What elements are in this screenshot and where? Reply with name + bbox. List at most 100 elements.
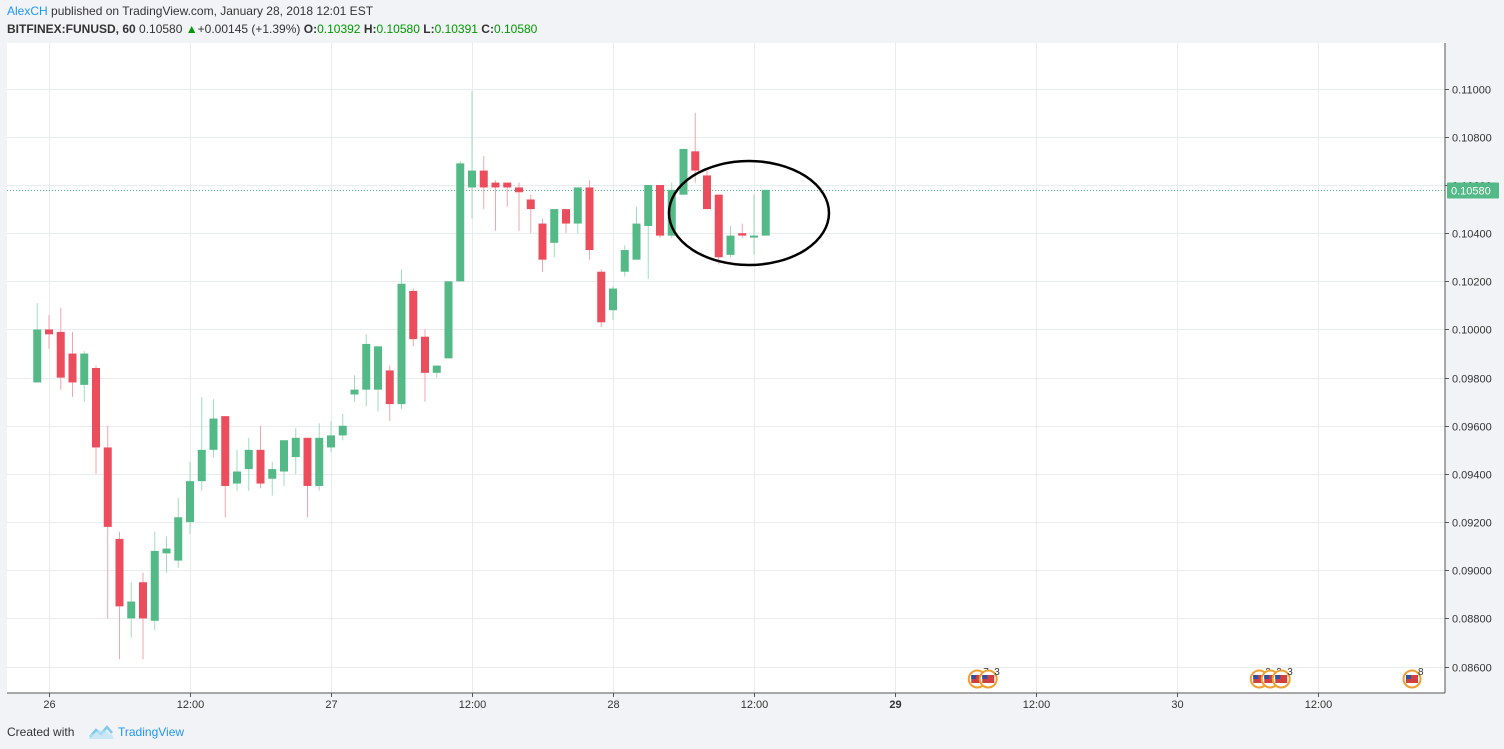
- time-axis[interactable]: 26 12:00 27 12:00 28 12:00 29 12:00 30 12:00: [43, 693, 1332, 711]
- candles: [33, 91, 770, 660]
- tradingview-cloud-icon: [89, 725, 114, 739]
- price-tick-label: 0.10000: [1452, 325, 1492, 337]
- candle-up: [33, 303, 42, 383]
- time-tick-label: 30: [1171, 699, 1183, 711]
- flag-canton: [1406, 675, 1411, 679]
- candle-down: [409, 288, 418, 347]
- candle-up: [374, 346, 382, 412]
- candle-body: [526, 199, 535, 210]
- economic-events: 732338: [967, 667, 1424, 689]
- close-label: C:: [481, 22, 494, 36]
- candle-body: [385, 370, 394, 405]
- candle-down: [562, 209, 570, 234]
- time-tick-label: 26: [43, 699, 55, 711]
- candle-down: [56, 307, 65, 390]
- price-tick-label: 0.09800: [1452, 374, 1492, 386]
- grid-lines: [7, 43, 1445, 693]
- candle-body: [573, 187, 582, 224]
- up-arrow-icon: ▲: [185, 22, 198, 36]
- candle-up: [609, 286, 617, 320]
- tradingview-brand[interactable]: TradingView: [118, 725, 185, 739]
- time-tick-label: 28: [607, 699, 619, 711]
- candle-up: [444, 281, 453, 359]
- candle-body: [432, 365, 441, 373]
- candle-down: [503, 182, 512, 207]
- symbol-name[interactable]: BITFINEX:FUNUSD, 60: [7, 22, 136, 36]
- candle-down: [526, 194, 535, 234]
- candle-body: [691, 151, 700, 171]
- candle-up: [327, 420, 335, 453]
- time-tick-label: 12:00: [1023, 699, 1051, 711]
- candle-body: [92, 368, 100, 448]
- candle-body: [503, 182, 512, 188]
- candle-body: [338, 425, 347, 436]
- chart-header: AlexCH published on TradingView.com, Jan…: [0, 0, 1504, 40]
- candle-body: [726, 235, 735, 255]
- candle-body: [667, 189, 676, 236]
- candle-body: [761, 189, 770, 236]
- open-label: O:: [303, 22, 318, 36]
- footer: Created with TradingView: [0, 720, 1504, 749]
- candle-up: [80, 351, 89, 402]
- author-link[interactable]: AlexCH: [7, 4, 48, 18]
- price-tick-label: 0.09400: [1452, 470, 1492, 482]
- candle-up: [679, 148, 688, 195]
- candle-up: [291, 428, 300, 474]
- last-price-label: 0.10580: [1451, 186, 1491, 198]
- candle-up: [644, 185, 653, 279]
- price-axis[interactable]: 0.08600 0.08800 0.09000 0.09200 0.09400 0.096…: [1445, 85, 1499, 675]
- candle-body: [280, 440, 288, 472]
- candle-up: [338, 413, 347, 441]
- candle-body: [103, 447, 112, 527]
- candle-body: [268, 469, 277, 479]
- candlestick-chart[interactable]: 732338 0.086000.088000.090000.092000.094…: [0, 0, 1504, 720]
- candle-body: [409, 290, 418, 340]
- candle-body: [221, 416, 230, 486]
- candle-down: [256, 425, 265, 489]
- price-tick-label: 0.09000: [1452, 566, 1492, 578]
- price-tick-label: 0.09600: [1452, 422, 1492, 434]
- candle-body: [609, 288, 617, 311]
- candle-down: [115, 531, 124, 660]
- time-tick-label: 12:00: [459, 699, 487, 711]
- candle-up: [432, 365, 441, 378]
- candle-body: [585, 187, 594, 251]
- flag-stripes: [982, 675, 995, 683]
- candle-down: [538, 218, 547, 272]
- candle-body: [714, 194, 723, 258]
- candle-up: [761, 189, 770, 236]
- annotation-ellipse[interactable]: [667, 159, 831, 267]
- candle-body: [327, 435, 335, 448]
- candle-body: [45, 329, 53, 335]
- plot-area[interactable]: [7, 43, 1445, 693]
- candle-body: [750, 235, 758, 238]
- candle-up: [573, 187, 582, 234]
- price-tick-label: 0.10800: [1452, 133, 1492, 145]
- candle-body: [538, 223, 547, 260]
- candle-up: [456, 160, 465, 282]
- candle-up: [726, 225, 735, 258]
- candle-down: [585, 180, 594, 260]
- candle-up: [150, 531, 159, 631]
- high-value: 0.10580: [376, 22, 420, 36]
- candle-down: [92, 365, 100, 474]
- candle-body: [362, 343, 371, 390]
- candle-up: [550, 209, 559, 258]
- candle-down: [421, 329, 429, 402]
- candle-up: [468, 91, 476, 219]
- close-value: 0.10580: [493, 22, 538, 36]
- flag-stripes: [1406, 675, 1418, 683]
- flag-canton: [1264, 675, 1270, 679]
- candle-down: [303, 437, 312, 518]
- candle-down: [45, 315, 53, 349]
- candle-down: [714, 194, 723, 265]
- flag-stripes: [1253, 675, 1266, 683]
- candle-up: [280, 440, 288, 486]
- candle-body: [644, 185, 653, 226]
- candle-up: [162, 536, 171, 573]
- candle-body: [150, 550, 159, 621]
- candle-up: [315, 423, 324, 491]
- candle-body: [421, 336, 429, 373]
- candle-up: [174, 498, 183, 568]
- low-value: 0.10391: [434, 22, 478, 36]
